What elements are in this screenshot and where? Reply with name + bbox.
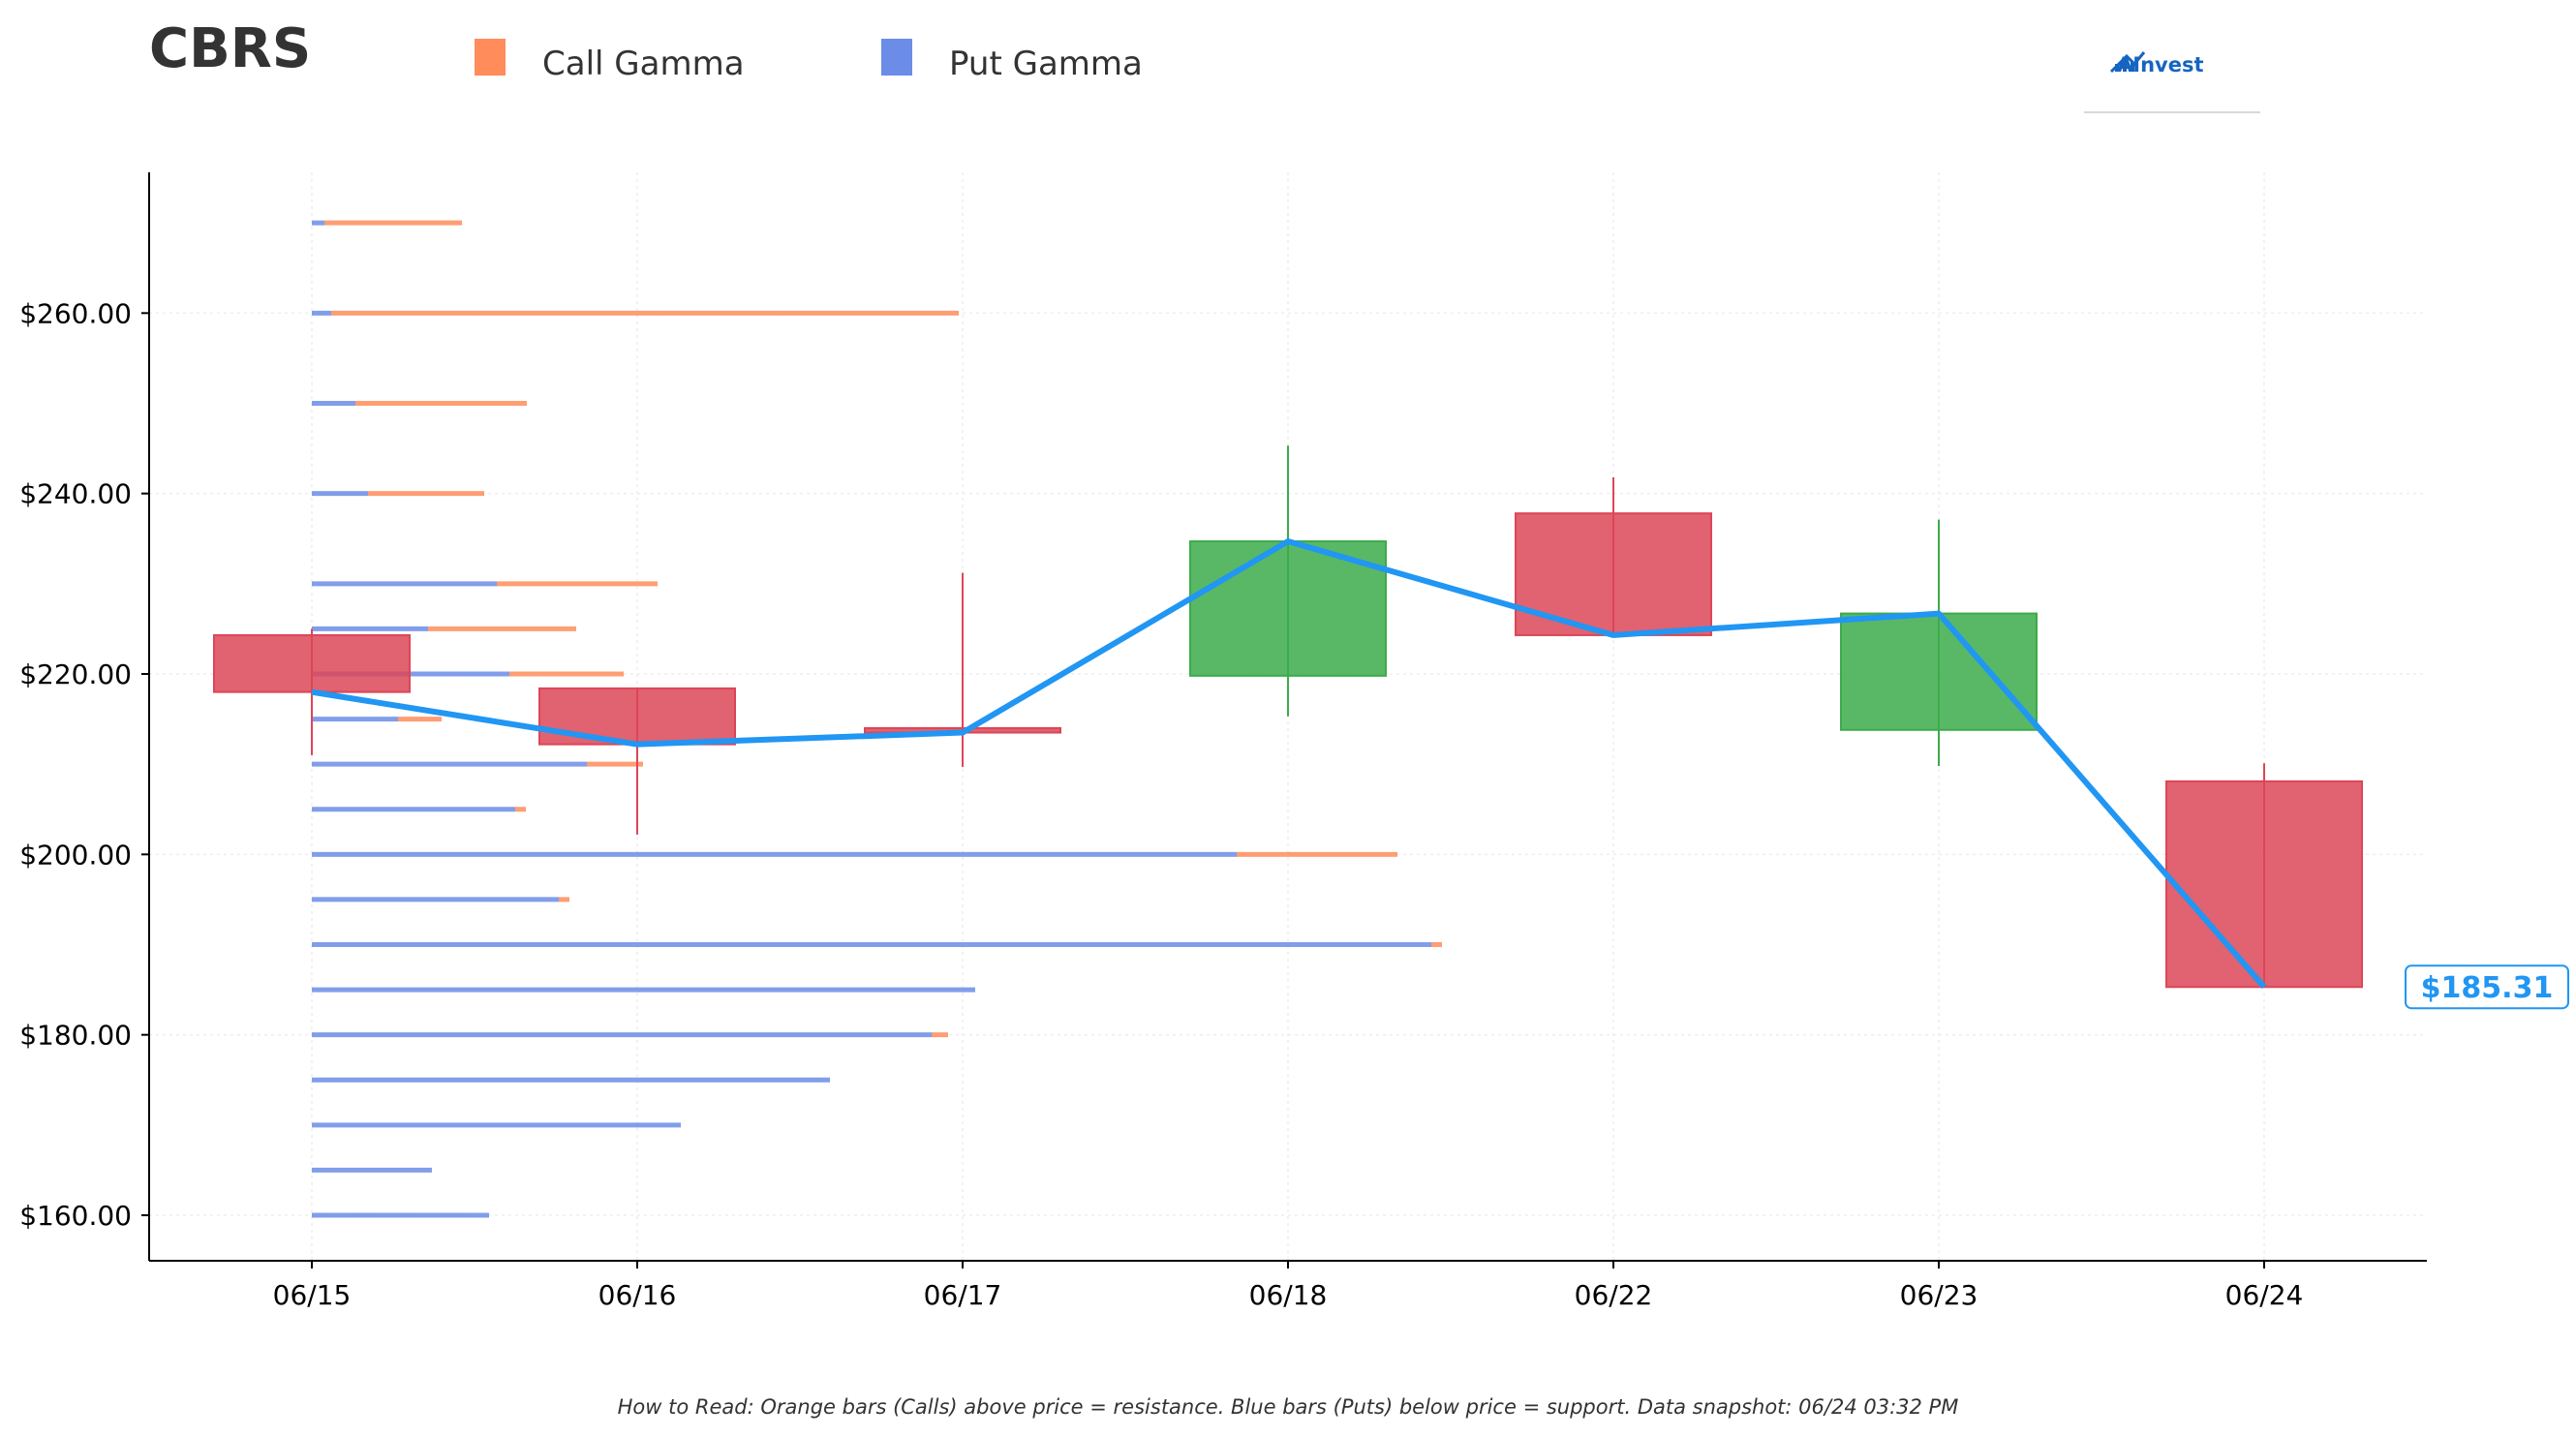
legend-label-put-gamma: Put Gamma: [949, 45, 1143, 83]
legend-swatch-put-gamma: [881, 39, 912, 76]
footnote: How to Read: Orange bars (Calls) above p…: [618, 1395, 1959, 1419]
ainvest-logo-icon: [2109, 51, 2146, 74]
x-tick-label: 06/15: [273, 1279, 352, 1311]
candle-body: [2165, 780, 2363, 989]
y-tick-label: $260.00: [19, 297, 132, 329]
last-price-label: $185.31: [2421, 971, 2554, 1005]
candle-body: [1840, 612, 2038, 731]
x-tick-label: 06/22: [1575, 1279, 1653, 1311]
candle-body: [1189, 540, 1387, 677]
ainvest-logo: AInvest: [2084, 51, 2260, 113]
candle-06-23: [1840, 519, 2038, 767]
y-tick-label: $160.00: [19, 1200, 132, 1232]
y-tick-label: $180.00: [19, 1020, 132, 1052]
x-tick-label: 06/16: [598, 1279, 677, 1311]
candle-06-22: [1515, 476, 1712, 636]
candle-body: [213, 633, 411, 693]
grid-lines: [149, 172, 2427, 1261]
ainvest-logo-text: AInvest: [2117, 53, 2204, 76]
legend-label-call-gamma: Call Gamma: [542, 45, 745, 83]
chart-title: CBRS: [149, 17, 311, 80]
last-price-tag: $185.31: [2405, 964, 2569, 1010]
candle-06-18: [1189, 445, 1387, 717]
x-tick-label: 06/17: [924, 1279, 1002, 1311]
x-tick-label: 06/18: [1249, 1279, 1328, 1311]
close-price-line: [311, 538, 2267, 990]
y-tick-label: $220.00: [19, 658, 132, 690]
y-tick-label: $240.00: [19, 478, 132, 510]
x-tick-label: 06/24: [2225, 1279, 2304, 1311]
last-price-box: [2405, 964, 2569, 1010]
gamma-bars: [312, 220, 1442, 1218]
x-tick-label: 06/23: [1900, 1279, 1978, 1311]
legend-swatch-call-gamma: [475, 39, 506, 76]
legend: Call Gamma Put Gamma: [475, 39, 1143, 83]
candle-06-24: [2165, 763, 2363, 989]
candle-06-16: [538, 687, 736, 835]
x-axis-ticks: 06/15 06/16 06/17 06/18 06/22 06/23 06/24: [273, 1261, 2304, 1311]
y-tick-label: $200.00: [19, 839, 132, 871]
y-axis-ticks: $160.00 $180.00 $200.00 $220.00 $240.00 $260.…: [19, 297, 149, 1232]
close-line-layer: [311, 538, 2267, 990]
